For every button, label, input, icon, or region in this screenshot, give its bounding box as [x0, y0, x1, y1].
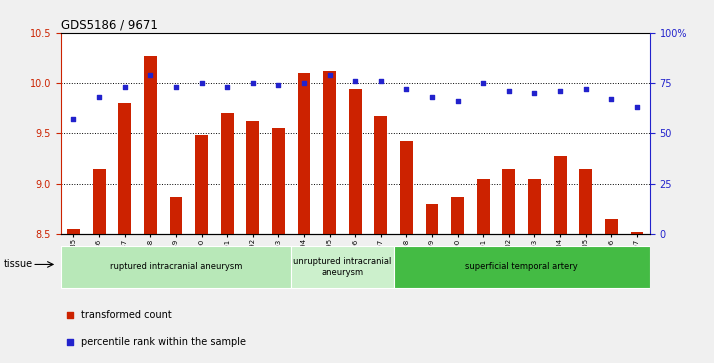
Bar	[477, 179, 490, 234]
Point	[68, 117, 79, 122]
Bar	[298, 73, 311, 234]
Bar	[119, 103, 131, 234]
Bar	[323, 71, 336, 234]
Point	[145, 72, 156, 78]
Bar	[393, 245, 650, 288]
Point	[375, 78, 386, 84]
Bar	[451, 197, 464, 234]
Point	[64, 312, 75, 318]
Bar	[169, 197, 182, 234]
Point	[452, 98, 463, 104]
Bar	[605, 219, 618, 234]
Point	[94, 94, 105, 100]
Point	[247, 80, 258, 86]
Point	[426, 94, 438, 100]
Bar	[426, 204, 438, 234]
Text: tissue: tissue	[4, 260, 33, 269]
Bar	[221, 113, 233, 234]
Text: transformed count: transformed count	[81, 310, 172, 320]
Text: unruptured intracranial
aneurysm: unruptured intracranial aneurysm	[293, 257, 391, 277]
Bar	[553, 156, 566, 234]
Bar	[349, 89, 361, 234]
Point	[221, 84, 233, 90]
Point	[196, 80, 207, 86]
Text: ruptured intracranial aneurysm: ruptured intracranial aneurysm	[110, 262, 242, 271]
Point	[580, 86, 591, 92]
Text: superficial temporal artery: superficial temporal artery	[466, 262, 578, 271]
Text: GDS5186 / 9671: GDS5186 / 9671	[61, 19, 158, 32]
Point	[298, 80, 310, 86]
Point	[503, 88, 515, 94]
Point	[605, 96, 617, 102]
Bar	[246, 121, 259, 234]
Point	[349, 78, 361, 84]
Bar	[400, 142, 413, 234]
Bar	[291, 245, 393, 288]
Point	[631, 104, 643, 110]
Bar	[630, 232, 643, 234]
Bar	[61, 245, 291, 288]
Bar	[144, 56, 157, 234]
Text: percentile rank within the sample: percentile rank within the sample	[81, 337, 246, 347]
Bar	[195, 135, 208, 234]
Bar	[93, 169, 106, 234]
Point	[64, 339, 75, 345]
Bar	[272, 129, 285, 234]
Bar	[528, 179, 541, 234]
Point	[119, 84, 131, 90]
Bar	[579, 169, 592, 234]
Point	[273, 82, 284, 88]
Bar	[374, 116, 387, 234]
Point	[478, 80, 489, 86]
Point	[324, 72, 336, 78]
Point	[554, 88, 565, 94]
Point	[529, 90, 540, 96]
Bar	[503, 169, 516, 234]
Bar	[67, 229, 80, 234]
Point	[170, 84, 181, 90]
Point	[401, 86, 412, 92]
